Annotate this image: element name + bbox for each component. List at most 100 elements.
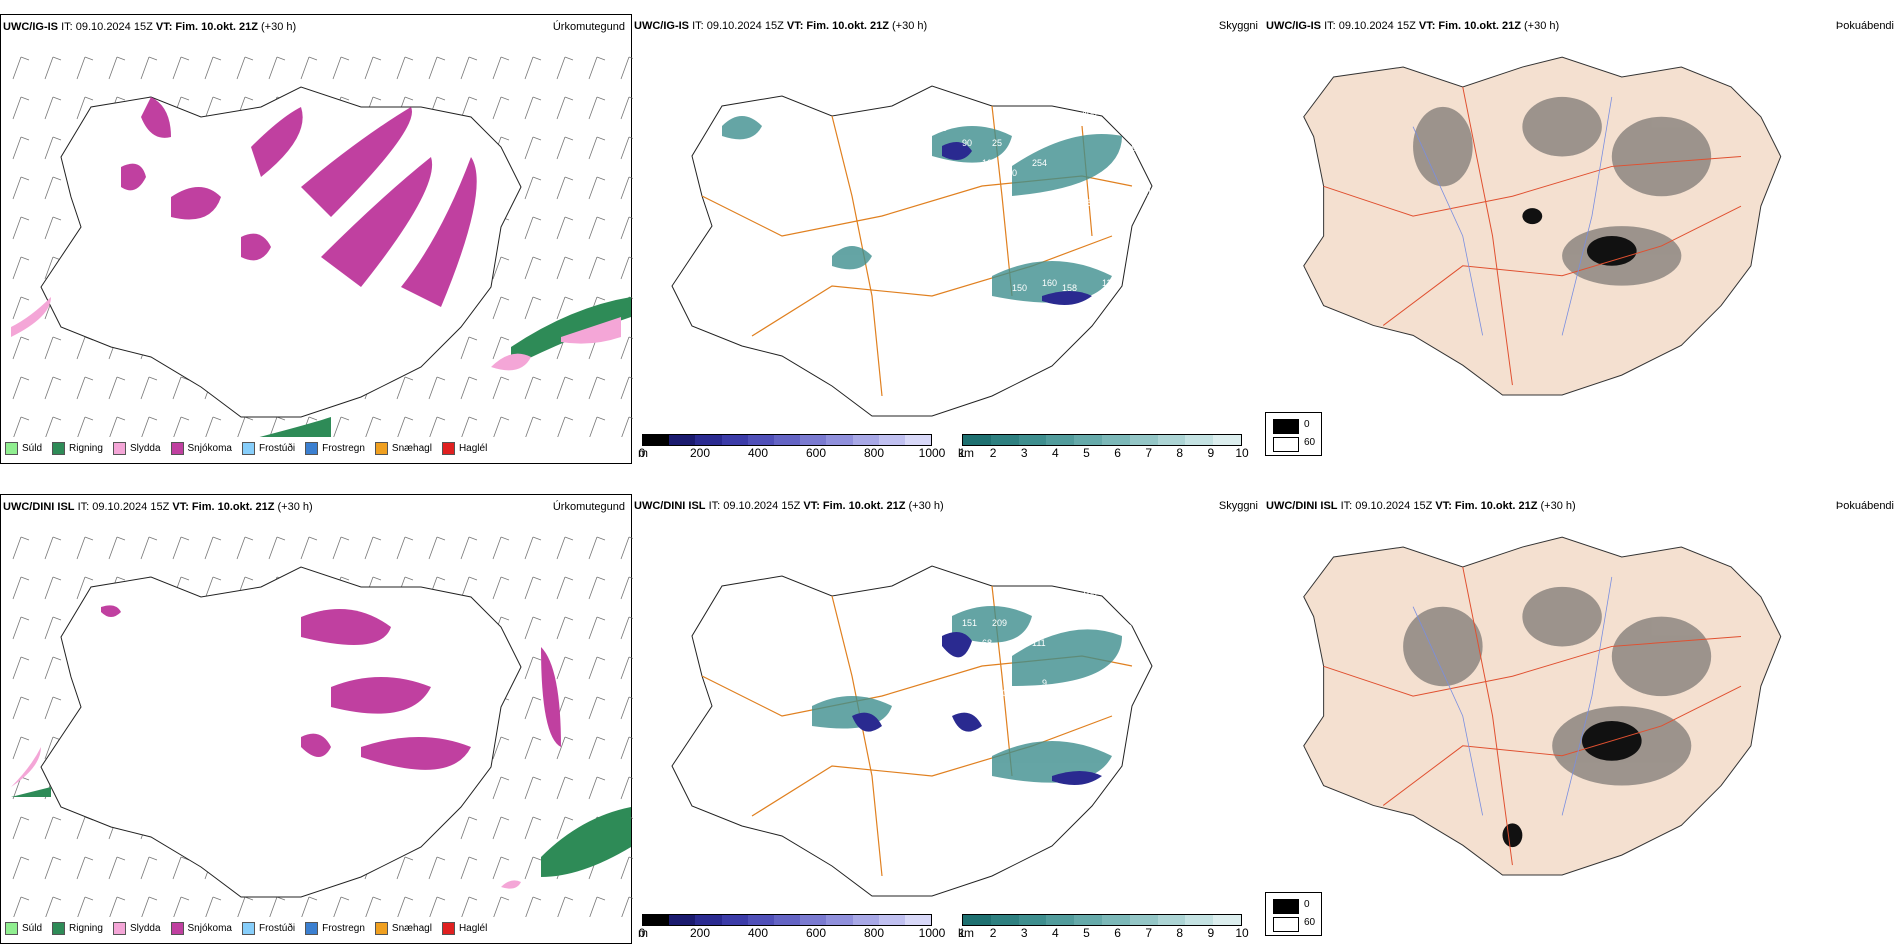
colorbar-swatch bbox=[826, 915, 853, 925]
wind-barb bbox=[492, 856, 510, 880]
wind-barb bbox=[524, 576, 542, 600]
wind-barb bbox=[12, 96, 30, 120]
wind-barb bbox=[428, 536, 446, 560]
wind-barb bbox=[365, 896, 382, 917]
fog-label: 60 bbox=[1304, 437, 1316, 448]
wind-barb bbox=[588, 736, 606, 760]
lead-time: (+30 h) bbox=[1524, 20, 1560, 32]
wind-barb bbox=[140, 536, 158, 560]
wind-barb bbox=[44, 56, 62, 80]
roads bbox=[1323, 86, 1742, 386]
wind-barb bbox=[524, 96, 542, 120]
legend-label: Frostúði bbox=[258, 922, 296, 934]
colorbar-tick: 200 bbox=[689, 926, 711, 940]
wind-barb bbox=[589, 896, 606, 917]
legend-item: Frostregn bbox=[305, 921, 365, 935]
ceiling-label: 155 bbox=[1042, 198, 1057, 208]
colorbar-tick: 400 bbox=[747, 446, 769, 460]
precip-panel-2: UWC/DINI ISL IT: 09.10.2024 15Z VT: Fim.… bbox=[0, 494, 633, 944]
ceiling-label: 111 bbox=[1032, 638, 1046, 648]
wind-barb bbox=[620, 696, 633, 720]
wind-barb bbox=[460, 56, 478, 80]
ceiling-label: 111 bbox=[1102, 278, 1116, 288]
ceiling-label: 400 bbox=[1082, 108, 1097, 118]
ceiling-label: 209 bbox=[992, 618, 1007, 628]
wind-barb bbox=[365, 416, 382, 437]
colorbar-swatch bbox=[904, 915, 932, 925]
wind-barb bbox=[556, 56, 574, 80]
wind-barb bbox=[460, 816, 478, 840]
colorbar-swatch bbox=[1157, 435, 1186, 445]
wind-barb bbox=[620, 56, 633, 80]
legend-item: Rigning bbox=[52, 921, 103, 935]
legend-item: Snjókoma bbox=[170, 921, 232, 935]
colorbar-swatch bbox=[878, 915, 905, 925]
wind-barb bbox=[140, 856, 158, 880]
fog-map bbox=[1303, 536, 1782, 876]
colorbar-swatch bbox=[1213, 915, 1241, 925]
lead-time: (+30 h) bbox=[1540, 500, 1576, 512]
colorbar-swatch bbox=[963, 435, 991, 445]
ceiling-label: 160 bbox=[1042, 278, 1057, 288]
colorbar-tick: 9 bbox=[1207, 926, 1215, 940]
init-time: IT: 09.10.2024 15Z bbox=[1324, 20, 1416, 32]
wind-barb bbox=[429, 416, 446, 437]
colorbar-swatch bbox=[643, 435, 670, 445]
wind-barb bbox=[620, 776, 633, 800]
wind-barb bbox=[44, 696, 62, 720]
wind-barb bbox=[108, 536, 126, 560]
panel-header: UWC/IG-IS IT: 09.10.2024 15Z VT: Fim. 10… bbox=[1266, 20, 1894, 34]
wind-barb bbox=[397, 896, 414, 917]
colorbar-swatch bbox=[695, 435, 722, 445]
colorbar-tick: 2 bbox=[989, 926, 997, 940]
legend-swatch bbox=[374, 441, 388, 455]
legend-swatch bbox=[441, 441, 455, 455]
wind-barb bbox=[236, 56, 254, 80]
colorbar-tick: 400 bbox=[747, 926, 769, 940]
colorbar-tick: 5 bbox=[1083, 446, 1090, 460]
wind-barb bbox=[525, 896, 542, 917]
colorbar-swatch bbox=[904, 435, 932, 445]
legend-item: Snæhagl bbox=[374, 441, 432, 455]
legend-swatch bbox=[52, 921, 66, 935]
wind-barb bbox=[621, 896, 633, 917]
panel-title: Þokuábendi bbox=[1835, 500, 1894, 512]
fog-map bbox=[1303, 56, 1782, 396]
wind-barb bbox=[588, 96, 606, 120]
ceiling-label: 480 bbox=[1002, 168, 1017, 178]
ceiling-label: 590 bbox=[1052, 308, 1067, 318]
wind-barb bbox=[492, 776, 510, 800]
colorbar-swatch bbox=[747, 915, 774, 925]
colorbar-tick: 1 bbox=[958, 446, 966, 460]
legend-item: Haglél bbox=[441, 441, 487, 455]
colorbar-swatch bbox=[990, 435, 1019, 445]
colorbar-swatch bbox=[800, 435, 827, 445]
wind-barb bbox=[364, 56, 382, 80]
wind-barb bbox=[44, 376, 62, 400]
legend-item: Slydda bbox=[112, 441, 161, 455]
wind-barb bbox=[620, 176, 633, 200]
roads bbox=[1323, 566, 1742, 866]
wind-barb bbox=[172, 536, 190, 560]
wind-barb bbox=[268, 536, 286, 560]
wind-barb bbox=[492, 256, 510, 280]
wind-barb bbox=[172, 856, 190, 880]
colorbar-tick: 3 bbox=[1020, 926, 1028, 940]
panel-header: UWC/DINI ISL IT: 09.10.2024 15Z VT: Fim.… bbox=[3, 501, 625, 515]
colorbar-tick: 6 bbox=[1114, 446, 1121, 460]
ceiling-label: 228 bbox=[882, 238, 897, 248]
legend-label: Súld bbox=[22, 442, 43, 454]
legend-label: Snjókoma bbox=[187, 442, 232, 454]
colorbar-tick: 7 bbox=[1145, 926, 1152, 940]
colorbar-swatch bbox=[1101, 435, 1130, 445]
wind-barb bbox=[76, 376, 94, 400]
ceiling-label: 151 bbox=[962, 618, 977, 628]
colorbar-tick: 1000 bbox=[918, 926, 946, 940]
wind-barb bbox=[12, 736, 30, 760]
model-name: UWC/DINI ISL bbox=[634, 500, 706, 512]
colorbar-tick: 9 bbox=[1207, 446, 1215, 460]
wind-barb bbox=[620, 336, 633, 360]
colorbar-tick: 600 bbox=[805, 446, 827, 460]
wind-barb bbox=[525, 416, 542, 437]
legend-label: Haglél bbox=[458, 922, 488, 934]
